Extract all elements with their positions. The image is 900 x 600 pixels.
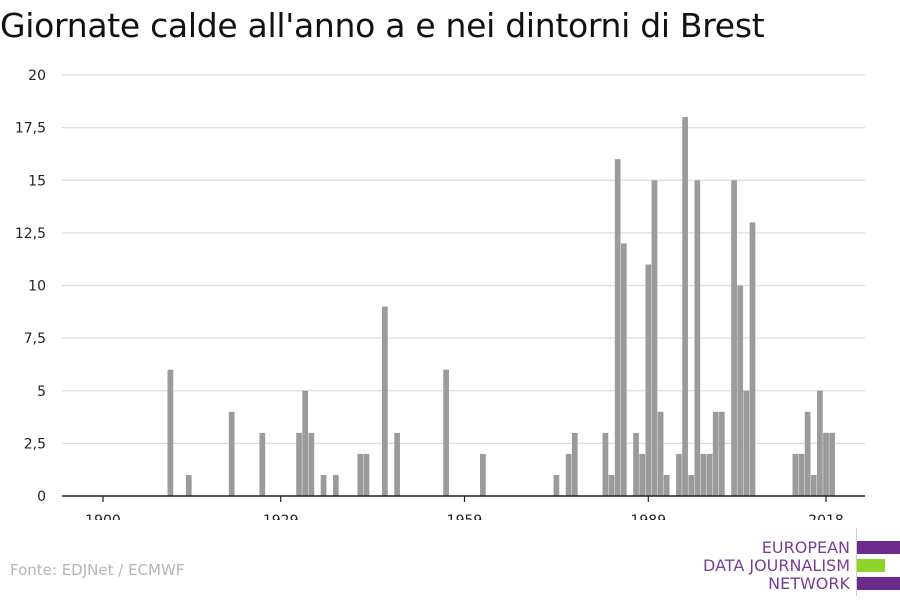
edjnet-logo[interactable]: EUROPEAN DATA JOURNALISM NETWORK xyxy=(700,528,900,596)
bar xyxy=(167,369,174,496)
bar xyxy=(706,453,713,496)
bar xyxy=(682,117,688,496)
bar xyxy=(810,474,817,496)
bar xyxy=(332,474,339,496)
bar xyxy=(639,453,646,496)
y-tick-label: 7,5 xyxy=(24,331,46,347)
y-tick-label: 20 xyxy=(28,68,46,84)
bar xyxy=(443,369,449,496)
bar xyxy=(645,264,652,496)
bar xyxy=(296,432,302,496)
bar xyxy=(712,411,719,496)
x-tick-label: 1900 xyxy=(85,513,121,520)
bar xyxy=(676,453,682,496)
bar xyxy=(394,432,400,496)
logo-bar-green xyxy=(857,559,885,572)
bar xyxy=(792,453,799,496)
bar xyxy=(700,453,707,496)
bar xyxy=(817,390,823,496)
x-tick-label: 1929 xyxy=(263,513,299,520)
logo-divider xyxy=(856,528,857,596)
logo-line-3: NETWORK xyxy=(768,574,850,593)
bar xyxy=(185,474,192,496)
bar xyxy=(320,474,327,496)
bar xyxy=(718,411,725,496)
logo-line-1: EUROPEAN xyxy=(761,538,850,557)
x-tick-label: 1989 xyxy=(630,513,666,520)
y-tick-label: 2,5 xyxy=(24,436,46,452)
y-tick-label: 12,5 xyxy=(15,226,46,242)
y-tick-label: 5 xyxy=(37,384,46,400)
logo-bar-purple-bottom xyxy=(857,577,900,590)
bar xyxy=(571,432,578,496)
bar xyxy=(798,453,805,496)
bar xyxy=(565,453,572,496)
bar xyxy=(743,390,750,496)
bar xyxy=(480,453,486,496)
bar xyxy=(259,432,266,496)
y-tick-label: 0 xyxy=(37,489,46,505)
bar xyxy=(602,432,609,496)
logo-line-2: DATA JOURNALISM xyxy=(703,556,850,575)
bar xyxy=(228,411,235,496)
bar xyxy=(633,432,639,496)
bar xyxy=(731,180,737,496)
bar xyxy=(553,474,560,496)
bar xyxy=(608,474,615,496)
y-tick-label: 10 xyxy=(28,279,46,295)
bar xyxy=(737,285,744,496)
x-tick-label: 2018 xyxy=(808,513,844,520)
bar xyxy=(363,453,370,496)
gridlines xyxy=(62,74,865,444)
bar xyxy=(694,180,701,496)
bar xyxy=(823,432,829,496)
y-tick-label: 17,5 xyxy=(15,121,46,137)
y-axis-labels: 0 2,5 5 7,5 10 12,5 15 17,5 20 xyxy=(15,68,46,505)
bars xyxy=(167,117,835,496)
bar xyxy=(749,222,756,496)
bar xyxy=(663,474,670,496)
bar xyxy=(657,411,664,496)
x-axis: 1900 1929 1959 1989 2018 xyxy=(62,495,865,520)
bar xyxy=(308,432,315,496)
logo-bar-purple-top xyxy=(857,541,900,554)
chart-title: Giornate calde all'anno a e nei dintorni… xyxy=(0,6,765,45)
source-credit: Fonte: EDJNet / ECMWF xyxy=(10,561,185,579)
bar xyxy=(302,390,309,496)
bar xyxy=(620,243,627,496)
y-tick-label: 15 xyxy=(28,173,46,189)
x-tick-label: 1959 xyxy=(447,513,483,520)
bar-chart: 0 2,5 5 7,5 10 12,5 15 17,5 20 1900 1929 1959 1989 2… xyxy=(15,68,865,520)
bar xyxy=(688,474,695,496)
bar xyxy=(651,180,658,496)
bar xyxy=(829,432,835,496)
bar xyxy=(357,453,364,496)
bar xyxy=(381,306,388,496)
bar xyxy=(804,411,811,496)
bar xyxy=(614,159,621,496)
